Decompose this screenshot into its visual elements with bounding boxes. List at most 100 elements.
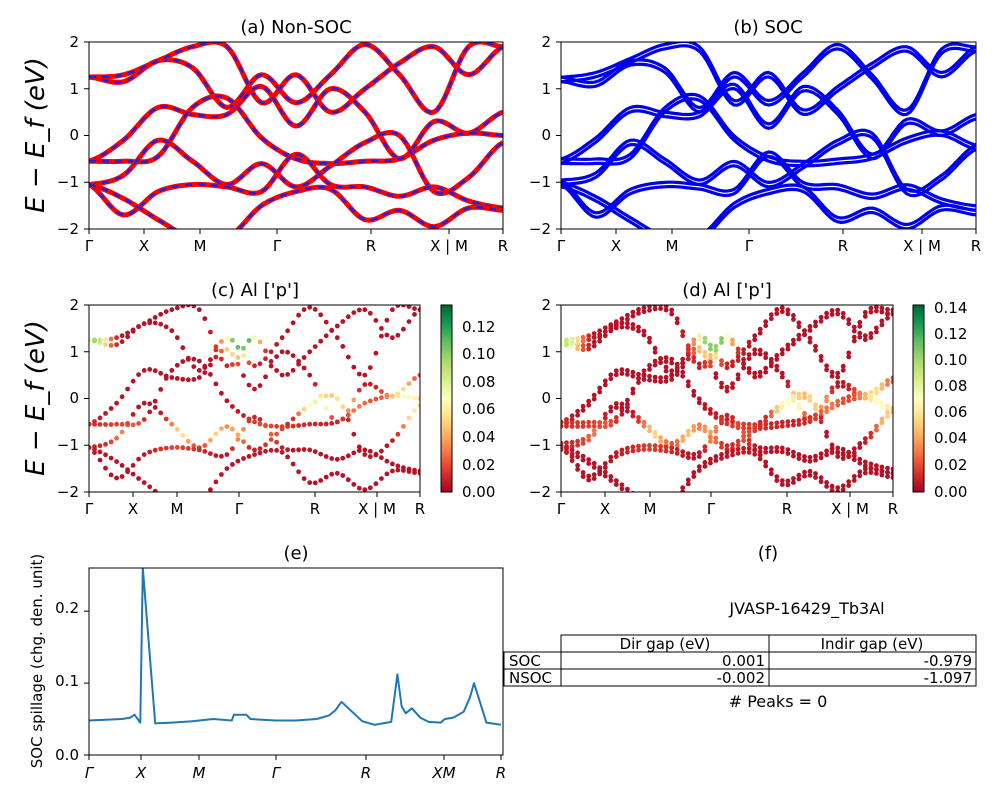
projection-dot	[674, 361, 680, 367]
projection-dot	[851, 396, 857, 402]
projection-dot	[652, 305, 658, 308]
projection-dot	[597, 465, 603, 470]
projection-dot	[586, 457, 592, 462]
colorbar-tick-label: 0.04	[462, 428, 495, 446]
colorbar-tick-label: 0.00	[934, 483, 967, 501]
projection-dot	[735, 450, 741, 456]
projection-dot	[818, 419, 824, 425]
projection-dot	[630, 313, 636, 319]
projection-dot	[730, 381, 735, 386]
projection-dot	[417, 307, 420, 313]
projection-dot	[768, 449, 774, 455]
projection-dot	[213, 344, 219, 350]
projection-dot	[257, 421, 263, 427]
projection-dot	[564, 337, 569, 343]
projection-dot	[362, 372, 368, 378]
projection-dot	[708, 439, 713, 444]
projection-dot	[625, 445, 630, 451]
projection-dot	[658, 379, 663, 385]
projection-dot	[390, 438, 395, 443]
projection-dot	[774, 307, 780, 312]
projection-dot	[862, 470, 868, 476]
projection-dot	[807, 458, 813, 464]
projection-dot	[619, 451, 625, 457]
projection-dot	[285, 454, 290, 460]
y-tick-label: 0.0	[55, 746, 79, 764]
projection-dot	[779, 419, 785, 425]
colorbar-tick-label: 0.12	[462, 318, 495, 336]
projection-dot	[136, 324, 142, 330]
projection-dot	[191, 377, 197, 382]
projection-dot	[724, 333, 730, 339]
projection-dot	[879, 464, 885, 470]
projection-dot	[641, 372, 647, 378]
projection-dot	[114, 435, 119, 441]
projection-dot	[208, 487, 213, 492]
series-group	[89, 568, 502, 726]
projection-dot	[829, 373, 835, 379]
projection-dot	[619, 401, 625, 407]
table-cell: -0.979	[924, 652, 972, 670]
projection-dot	[719, 420, 724, 426]
projection-dot	[890, 466, 893, 472]
projection-dot	[108, 343, 114, 348]
projection-dot	[185, 357, 191, 362]
projection-dot	[663, 307, 669, 313]
projection-dot	[323, 474, 329, 480]
projection-dot	[752, 347, 758, 353]
projection-dot	[334, 456, 340, 462]
projection-dot	[674, 365, 680, 371]
projection-dot	[312, 381, 318, 387]
projection-dot	[613, 372, 619, 378]
projection-dot	[724, 337, 730, 343]
projection-dot	[680, 449, 686, 454]
projection-dot	[708, 346, 713, 352]
projection-dot	[663, 448, 669, 454]
projection-dot	[658, 306, 663, 311]
projection-dot	[840, 383, 846, 389]
projection-dot	[757, 326, 763, 332]
projection-dot	[219, 339, 224, 344]
projection-dot	[840, 487, 846, 492]
projection-dot	[829, 401, 835, 407]
band-line-soc	[561, 180, 976, 229]
projection-dot	[857, 330, 863, 336]
projection-dot	[791, 390, 796, 396]
band-line-soc	[561, 42, 976, 112]
projection-dot	[752, 451, 758, 457]
projection-dot	[103, 337, 108, 342]
projection-dot	[702, 460, 708, 465]
projection-dot	[395, 393, 401, 399]
projection-dot	[730, 415, 735, 420]
projection-dot	[802, 328, 807, 333]
projection-dot	[851, 457, 857, 463]
y-tick-label: 2	[69, 33, 79, 51]
projection-dot	[384, 471, 390, 477]
projection-dot	[746, 450, 752, 455]
band-line-soc	[561, 46, 976, 117]
projection-dot	[879, 472, 885, 478]
projection-dot	[569, 340, 575, 346]
projection-dot	[813, 471, 818, 476]
projection-dot	[575, 408, 580, 414]
projection-dot	[818, 354, 824, 359]
projection-dot	[663, 359, 669, 364]
projection-dot	[164, 496, 169, 501]
projection-dot	[591, 461, 597, 466]
projection-dot	[785, 397, 791, 403]
projection-dot	[647, 428, 652, 434]
projection-dot	[757, 419, 763, 425]
projection-dot	[575, 454, 580, 460]
projection-dot	[658, 500, 663, 505]
projection-dot	[619, 316, 625, 321]
projection-dot	[680, 489, 686, 492]
colorbar-tick-label: 0.06	[934, 403, 967, 421]
projection-dot	[406, 394, 412, 400]
projection-dot	[779, 347, 785, 353]
projection-dot	[191, 364, 197, 369]
projection-dot	[625, 312, 630, 318]
projection-dot	[613, 419, 619, 424]
projection-dot	[885, 378, 890, 383]
projection-dot	[680, 369, 686, 375]
projection-dot	[340, 344, 346, 349]
